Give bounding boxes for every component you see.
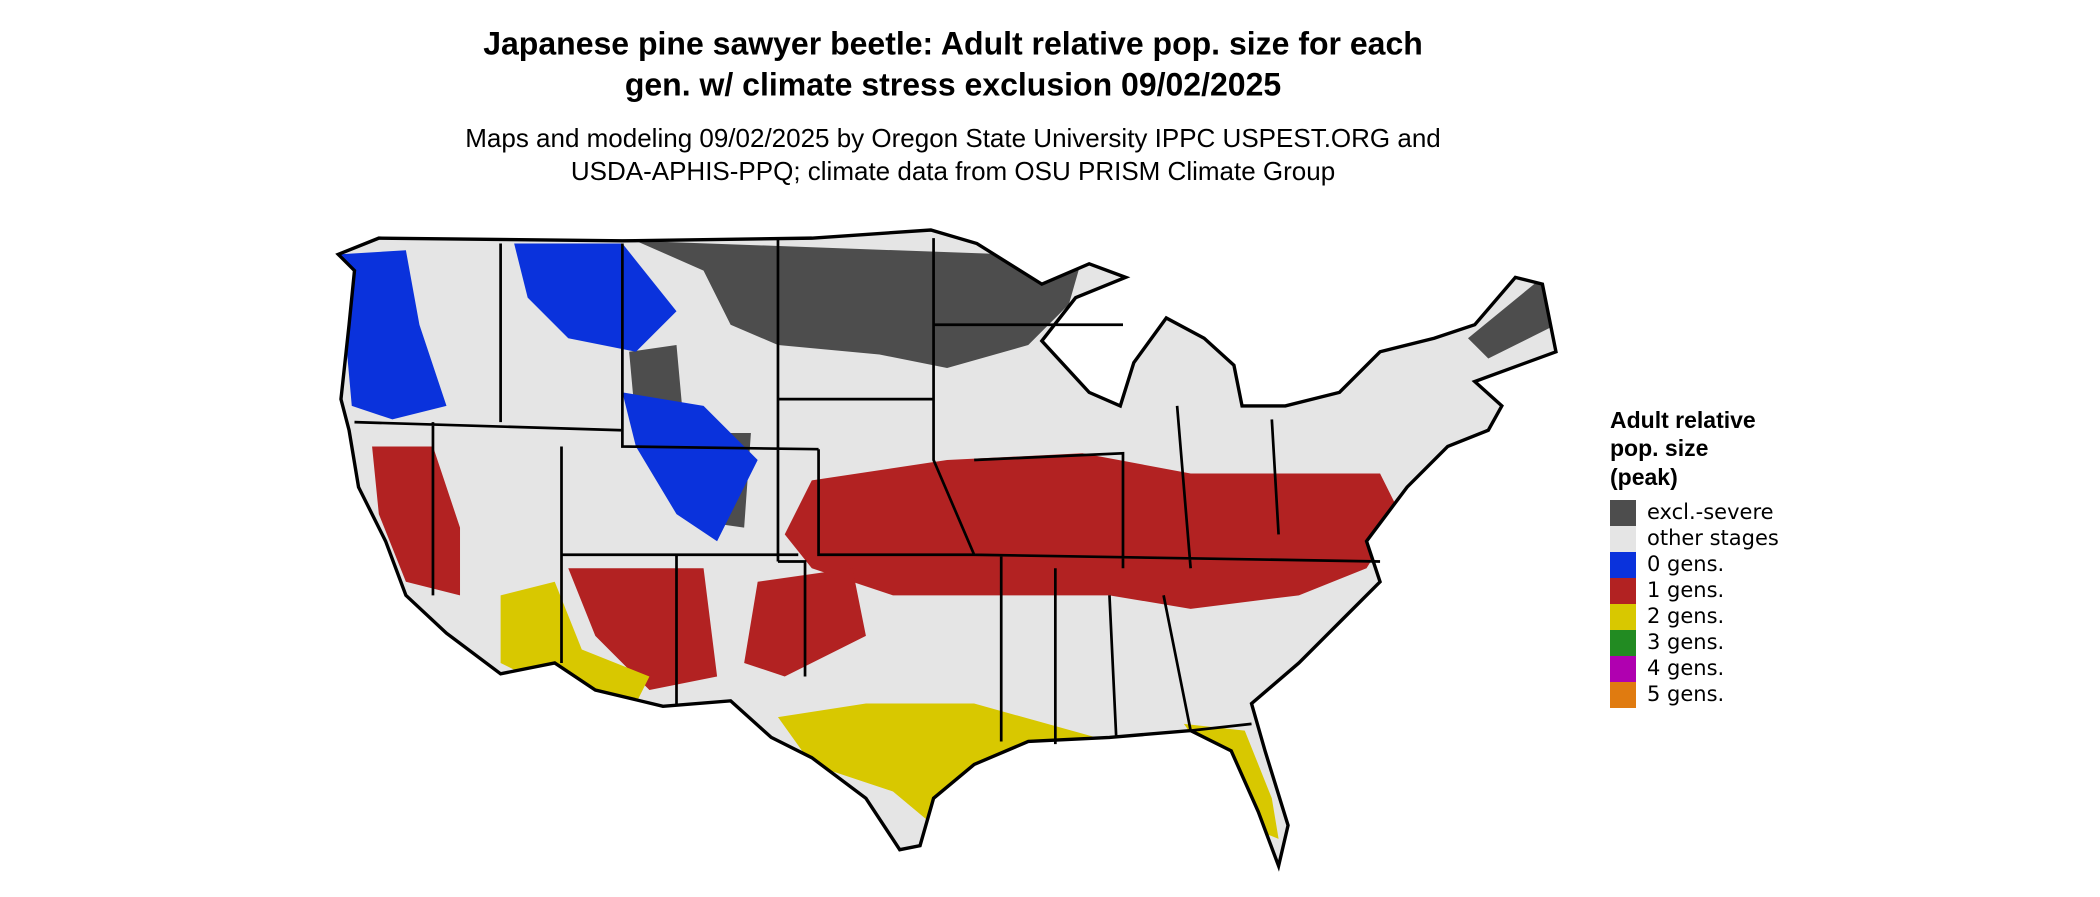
region [514,243,758,542]
legend-label: 4 gens. [1647,656,1724,680]
region [372,446,866,691]
map [336,228,1558,868]
legend-swatch [1610,604,1636,630]
subtitle: Maps and modeling 09/02/2025 by Oregon S… [465,123,1441,153]
legend-label: excl.-severe [1647,500,1774,524]
legend-swatch [1610,526,1636,552]
legend-swatch [1610,630,1636,656]
legend-swatch [1610,578,1636,604]
legend-label: 3 gens. [1647,630,1724,654]
legend-label: 0 gens. [1647,552,1724,576]
region [500,581,1279,839]
legend-swatch [1610,500,1636,526]
legend-label: other stages [1647,526,1779,550]
region [338,250,447,420]
legend-label: 5 gens. [1647,682,1724,706]
legend-swatch [1610,552,1636,578]
legend-title: Adult relative [1610,407,1756,433]
region [1468,277,1556,359]
legend-label: 1 gens. [1647,578,1724,602]
region [784,453,1401,609]
title: Japanese pine sawyer beetle: Adult relat… [483,25,1423,61]
title: gen. w/ climate stress exclusion 09/02/2… [625,66,1281,102]
subtitle: USDA-APHIS-PPQ; climate data from OSU PR… [571,156,1335,186]
state-lines [354,238,1381,745]
legend-swatch [1610,682,1636,708]
legend-title: pop. size [1610,435,1708,461]
region [635,240,1083,369]
legend-title: (peak) [1610,464,1678,490]
legend-swatch [1610,656,1636,682]
legend-label: 2 gens. [1647,604,1724,628]
